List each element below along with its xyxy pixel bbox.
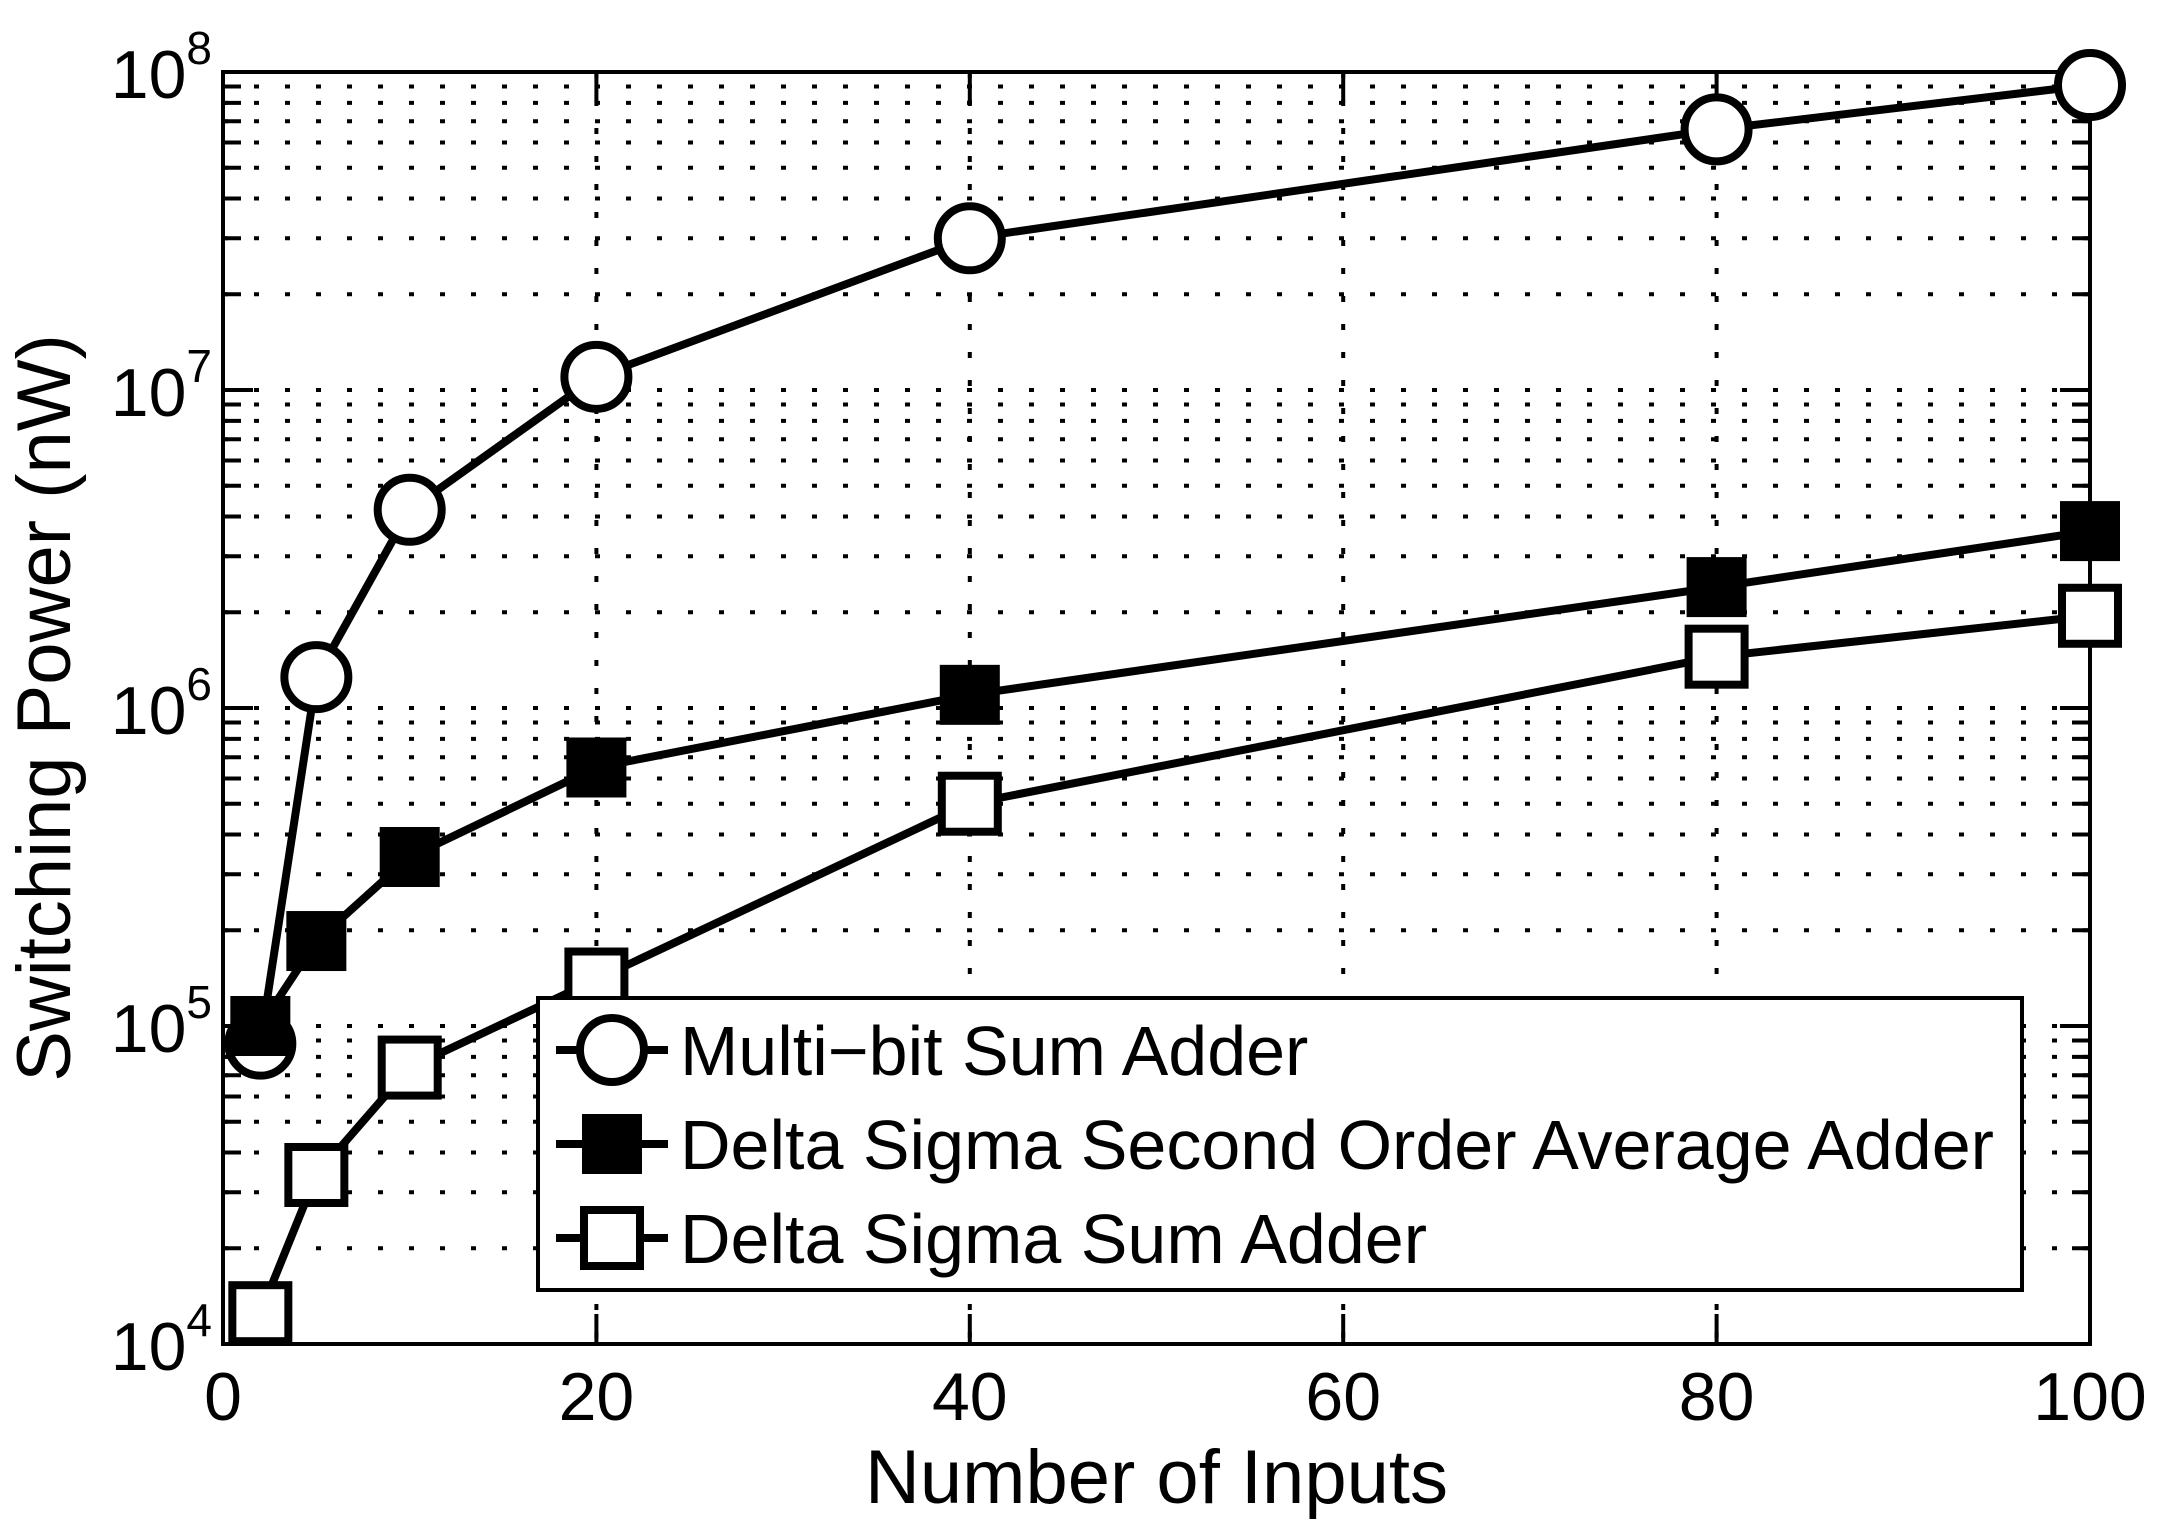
legend-label: Delta Sigma Sum Adder bbox=[680, 1200, 1427, 1278]
marker-square-open bbox=[228, 1281, 293, 1346]
y-tick-label: 106 bbox=[111, 658, 212, 749]
legend-label: Delta Sigma Second Order Average Adder bbox=[680, 1106, 1994, 1184]
series-1 bbox=[230, 501, 2120, 1056]
legend-marker-circle-open bbox=[576, 1014, 648, 1086]
marker-circle-open bbox=[373, 473, 446, 546]
legend-marker-square-open bbox=[580, 1206, 644, 1270]
x-axis-label: Number of Inputs bbox=[865, 1435, 1448, 1520]
marker-circle-open bbox=[1680, 93, 1753, 166]
marker-square-filled bbox=[379, 826, 440, 887]
marker-square-open bbox=[377, 1035, 442, 1100]
x-tick-label: 60 bbox=[1305, 1359, 1381, 1435]
marker-circle-open bbox=[280, 641, 353, 714]
marker-square-open bbox=[937, 771, 1002, 836]
marker-square-filled bbox=[2060, 501, 2120, 562]
y-tick-label: 107 bbox=[111, 340, 212, 431]
marker-circle-open bbox=[933, 202, 1006, 275]
legend-label: Multi−bit Sum Adder bbox=[680, 1012, 1308, 1090]
series-2 bbox=[228, 583, 2122, 1346]
legend-marker-square-filled bbox=[582, 1114, 642, 1174]
marker-square-filled bbox=[566, 737, 627, 798]
marker-square-filled bbox=[286, 911, 347, 972]
marker-circle-open bbox=[560, 340, 633, 413]
x-tick-label: 20 bbox=[559, 1359, 635, 1435]
marker-square-filled bbox=[230, 996, 291, 1056]
marker-square-open bbox=[2058, 583, 2122, 648]
marker-square-open bbox=[284, 1142, 349, 1207]
y-tick-label: 104 bbox=[111, 1294, 212, 1385]
legend bbox=[536, 996, 2024, 1292]
x-tick-label: 40 bbox=[932, 1359, 1008, 1435]
y-tick-label: 105 bbox=[111, 976, 212, 1067]
y-axis-label: Switching Power (nW) bbox=[2, 334, 87, 1082]
marker-square-open bbox=[1684, 624, 1749, 689]
marker-circle-open bbox=[2054, 49, 2126, 122]
x-tick-label: 0 bbox=[204, 1359, 242, 1435]
x-tick-label: 80 bbox=[1679, 1359, 1755, 1435]
legend-box bbox=[536, 996, 2024, 1292]
x-tick-label: 100 bbox=[2033, 1359, 2146, 1435]
marker-square-filled bbox=[1686, 557, 1747, 618]
marker-square-filled bbox=[939, 664, 1000, 725]
y-tick-label: 108 bbox=[111, 22, 212, 113]
